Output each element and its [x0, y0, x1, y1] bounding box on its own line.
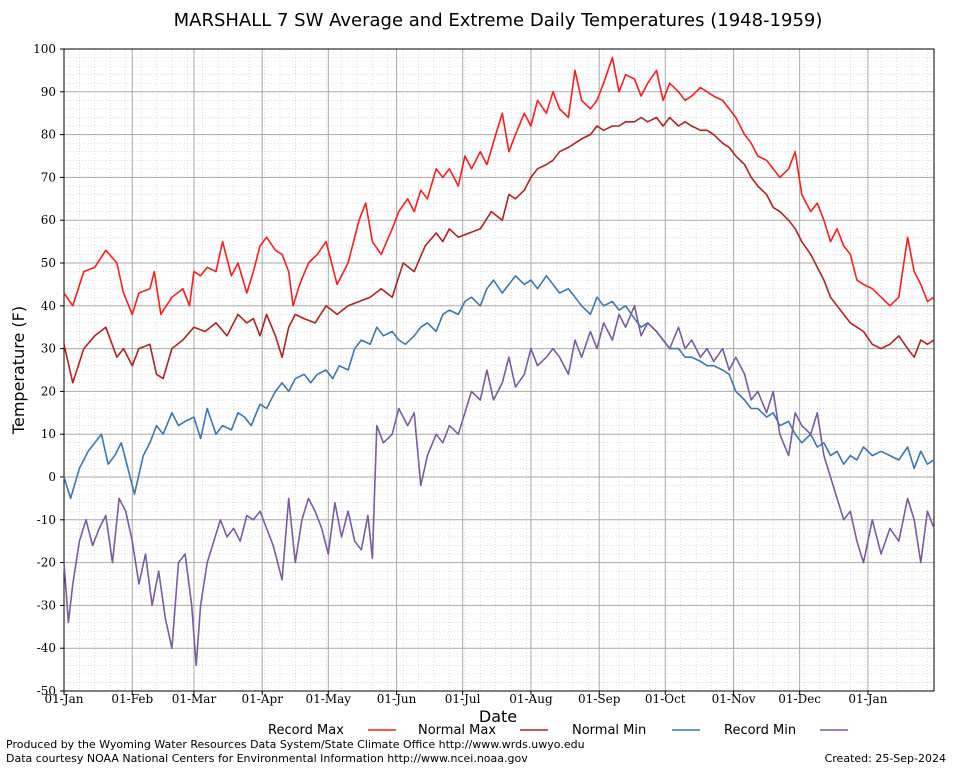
y-axis-label: Temperature (F): [9, 306, 28, 435]
y-tick-label: 100: [33, 42, 56, 56]
chart-title: MARSHALL 7 SW Average and Extreme Daily …: [174, 10, 823, 31]
x-tick-label: 01-May: [306, 692, 352, 706]
y-tick-label: -20: [37, 556, 56, 570]
y-tick-label: 10: [41, 427, 56, 441]
x-axis-label: Date: [479, 707, 517, 726]
x-tick-label: 01-Nov: [712, 692, 756, 706]
y-tick-label: 30: [41, 342, 56, 356]
footer-produced-by: Produced by the Wyoming Water Resources …: [6, 738, 585, 751]
x-tick-label: 01-Jan: [848, 692, 887, 706]
legend-label: Normal Max: [418, 723, 496, 738]
x-tick-label: 01-Dec: [778, 692, 821, 706]
x-tick-label: 01-Jan: [44, 692, 83, 706]
footer-created: Created: 25-Sep-2024: [824, 752, 946, 765]
x-tick-label: 01-Mar: [172, 692, 217, 706]
y-tick-label: 50: [41, 256, 56, 270]
y-tick-label: 20: [41, 384, 56, 398]
legend-label: Normal Min: [572, 723, 646, 738]
y-tick-label: -30: [37, 598, 56, 612]
x-axis-ticks: 01-Jan 01-Feb 01-Mar 01-Apr 01-May 01-Jun 01-J…: [44, 691, 888, 706]
series-line-record-max: [63, 56, 935, 316]
y-tick-label: 0: [48, 470, 56, 484]
x-tick-label: 01-Jul: [445, 692, 481, 706]
y-tick-label: 60: [41, 213, 56, 227]
x-tick-label: 01-Sep: [578, 692, 621, 706]
x-tick-label: 01-Feb: [111, 692, 153, 706]
legend-label: Record Min: [724, 723, 796, 738]
x-tick-label: 01-Jun: [377, 692, 417, 706]
y-tick-label: -10: [37, 513, 56, 527]
legend: Record Max Normal Max Normal Min Record Min: [268, 723, 848, 738]
x-tick-label: 01-Apr: [242, 692, 284, 706]
legend-label: Record Max: [268, 723, 344, 738]
plot-frame: [63, 48, 935, 692]
series-line-normal-min: [63, 275, 935, 500]
x-tick-label: 01-Aug: [509, 692, 553, 706]
y-tick-label: 80: [41, 128, 56, 142]
series-layer: [63, 56, 935, 667]
grid-minor: [63, 49, 934, 691]
footer-data-courtesy: Data courtesy NOAA National Centers for …: [6, 752, 528, 765]
series-line-record-min: [63, 305, 935, 667]
series-line-normal-max: [63, 116, 935, 384]
y-tick-label: 90: [41, 85, 56, 99]
y-tick-label: 70: [41, 170, 56, 184]
y-tick-label: -40: [37, 641, 56, 655]
grid-major: [63, 48, 934, 692]
y-tick-label: -50: [37, 684, 56, 698]
y-tick-label: 40: [41, 299, 56, 313]
x-tick-label: 01-Oct: [645, 692, 686, 706]
